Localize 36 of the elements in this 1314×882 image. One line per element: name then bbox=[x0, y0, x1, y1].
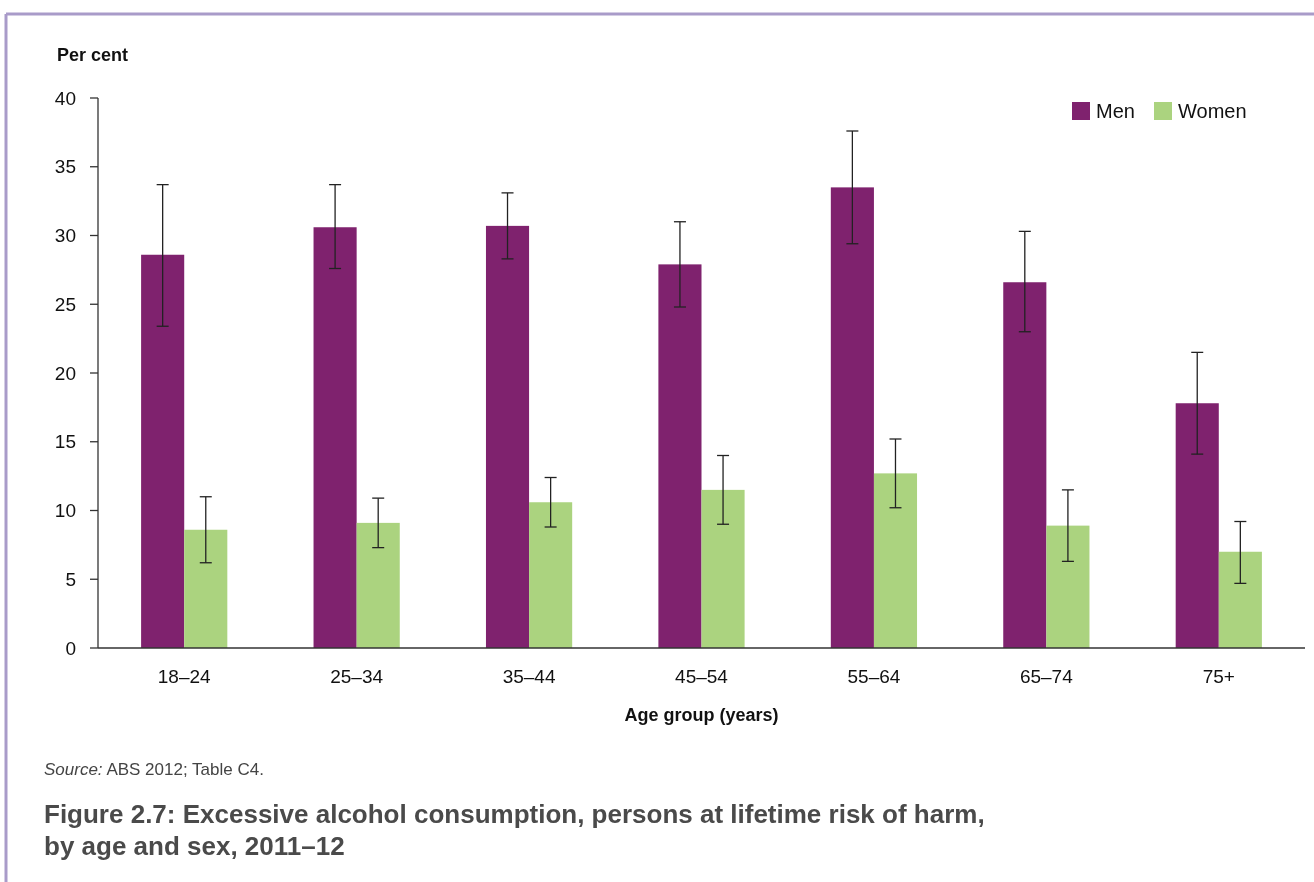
bar bbox=[873, 473, 918, 648]
bar bbox=[830, 187, 874, 648]
bar bbox=[1175, 403, 1219, 648]
x-tick-label: 18–24 bbox=[157, 665, 212, 687]
bar bbox=[1046, 525, 1090, 648]
x-tick-label: 45–54 bbox=[675, 665, 729, 687]
bar bbox=[356, 522, 400, 648]
bar bbox=[184, 529, 228, 648]
y-tick-label: 35 bbox=[54, 156, 76, 178]
y-axis-title: Per cent bbox=[57, 45, 129, 65]
y-tick-label: 10 bbox=[54, 500, 76, 521]
x-tick-label: 55–64 bbox=[847, 665, 901, 687]
bar bbox=[313, 227, 357, 648]
legend-label: Men bbox=[1096, 100, 1135, 122]
y-tick-label: 20 bbox=[54, 362, 76, 384]
x-axis-title: Age group (years) bbox=[624, 705, 779, 725]
bar bbox=[658, 264, 702, 648]
bar bbox=[1003, 282, 1047, 648]
x-tick-label: 75+ bbox=[1202, 665, 1235, 687]
bar bbox=[1218, 551, 1262, 648]
bar bbox=[701, 489, 745, 648]
bar bbox=[529, 502, 573, 648]
text: Figure 2.7: Excessive alcohol consumption, persons at lifetime risk of harm, by age and sex, 2011–12 bbox=[44, 799, 985, 861]
y-tick-label: 25 bbox=[54, 293, 76, 315]
legend-label: Women bbox=[1178, 100, 1247, 122]
y-tick-label: 5 bbox=[65, 568, 76, 590]
y-tick-label: 30 bbox=[54, 225, 76, 246]
y-tick-label: 40 bbox=[54, 87, 76, 109]
x-tick-label: 35–44 bbox=[502, 665, 556, 687]
bar bbox=[141, 254, 185, 648]
bar bbox=[485, 225, 530, 648]
x-tick-label: 65–74 bbox=[1019, 665, 1074, 687]
x-tick-label: 25–34 bbox=[330, 665, 384, 687]
source-note: Source: ABS 2012; Table C4. bbox=[44, 759, 264, 779]
y-tick-label: 15 bbox=[54, 431, 76, 453]
y-tick-label: 0 bbox=[65, 637, 76, 659]
